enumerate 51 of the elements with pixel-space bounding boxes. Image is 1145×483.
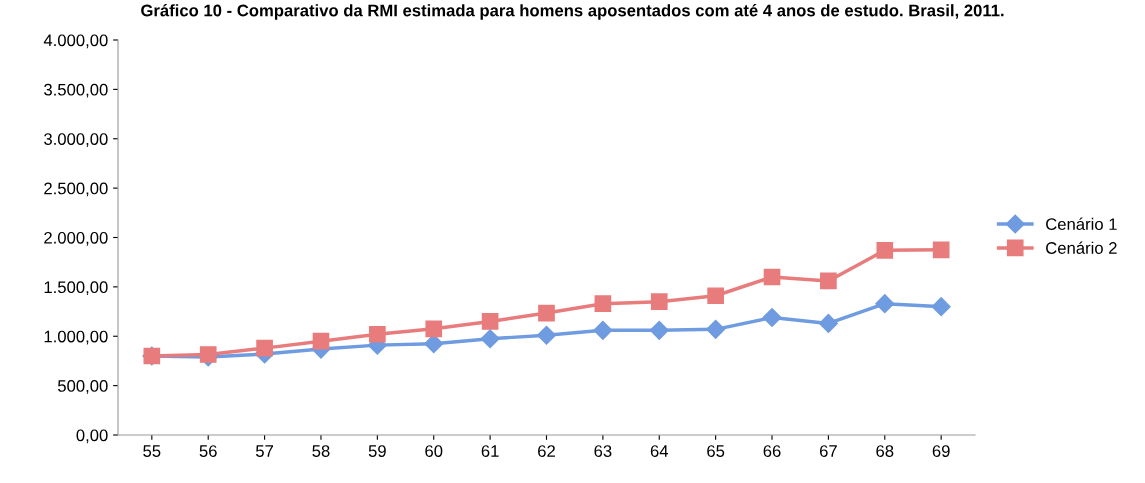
point [424,334,444,354]
y-tick-label: 1.500,00 [44,281,108,296]
y-tick-label: 1.000,00 [44,330,108,345]
point [536,325,557,345]
x-tick-label: 59 [368,445,386,457]
point [312,332,330,350]
point [762,307,782,328]
point [650,293,668,311]
x-tick-label: 66 [763,445,781,457]
point [480,329,500,349]
point [256,339,273,357]
y-tick-label: 500,00 [57,380,108,394]
point [594,295,612,312]
y-tick-label: 3.000,00 [44,133,108,147]
y-tick-label: 2.000,00 [44,231,108,246]
point [369,325,386,343]
x-tick-label: 58 [312,445,330,457]
point [538,304,555,322]
x-tick-label: 61 [481,445,499,457]
x-tick-label: 63 [594,445,612,457]
x-tick-label: 60 [425,445,443,457]
point [707,287,724,305]
point [763,268,781,286]
point [199,346,217,363]
point [706,319,726,339]
y-tick-label: 0,00 [76,429,108,444]
y-tick-label: 4.000,00 [43,34,108,49]
x-tick-label: 68 [876,445,894,457]
x-tick-label: 57 [255,445,274,457]
x-tick-label: 64 [650,445,669,457]
y-tick-label: 3.500,00 [44,83,108,98]
x-tick-label: 55 [143,445,161,457]
x-tick-label: 65 [707,445,725,457]
point [875,294,895,314]
legend-label: Cenário 1 [1046,217,1117,231]
point [876,242,894,259]
point [481,313,499,330]
point [649,320,669,340]
point [593,320,613,340]
x-tick-label: 69 [932,445,950,457]
point [820,272,837,290]
chart-title: Gráfico 10 - Comparativo da RMI estimada para homens aposentados com até 4 anos de estudo. Brasil, 2011. [141,4,1004,20]
point [818,313,838,333]
point [932,241,950,259]
y-tick-label: 2.500,00 [44,182,108,197]
x-tick-label: 67 [819,445,837,457]
x-tick-label: 56 [199,445,217,457]
point [425,320,443,338]
point [931,297,951,317]
legend-label: Cenário 2 [1046,241,1117,254]
x-tick-label: 62 [538,445,555,457]
